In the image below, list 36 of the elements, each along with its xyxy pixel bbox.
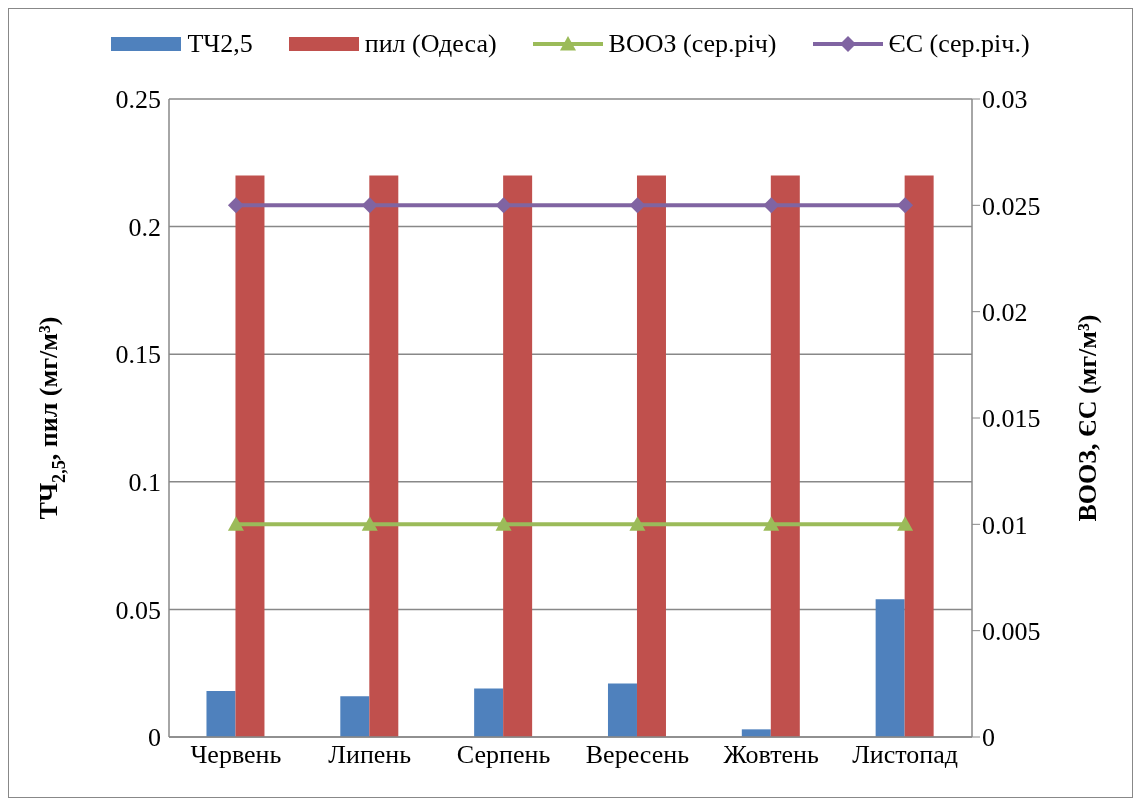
x-tick-label: Серпень [456, 740, 551, 770]
bar [875, 599, 905, 737]
bar [474, 688, 504, 737]
y2-tick-label: 0.015 [982, 404, 1041, 434]
y2-axis-title: ВООЗ, ЄС (мг/м³) [1072, 314, 1102, 522]
bar [235, 175, 265, 737]
legend-label: ТЧ2,5 [187, 29, 253, 59]
x-tick-label: Червень [190, 740, 282, 770]
bar [607, 683, 637, 737]
x-tick-label: Вересень [585, 740, 690, 770]
x-tick-label: Липень [328, 740, 412, 770]
x-tick-label: Жовтень [723, 740, 820, 770]
y2-tick-label: 0.01 [982, 510, 1028, 540]
bar [904, 175, 934, 737]
bar [770, 175, 800, 737]
bar [503, 175, 533, 737]
legend-label: ВООЗ (сер.річ) [608, 29, 777, 59]
y-tick-label: 0.15 [115, 340, 161, 370]
y2-tick-label: 0.03 [982, 85, 1028, 115]
y-tick-label: 0.1 [128, 468, 161, 498]
y-tick-label: 0.2 [128, 212, 161, 242]
y-tick-label: 0.05 [115, 595, 161, 625]
bar [340, 696, 370, 737]
y-tick-label: 0 [148, 723, 161, 753]
legend-label: ЄС (сер.річ.) [888, 29, 1030, 59]
y2-tick-label: 0.005 [982, 616, 1041, 646]
y2-tick-label: 0 [982, 723, 995, 753]
bar [369, 175, 399, 737]
y2-tick-label: 0.02 [982, 297, 1028, 327]
legend-label: пил (Одеса) [364, 29, 497, 59]
bar [636, 175, 666, 737]
y-tick-label: 0.25 [115, 85, 161, 115]
y2-tick-label: 0.025 [982, 191, 1041, 221]
x-tick-label: Листопад [852, 740, 958, 770]
bar [206, 691, 236, 737]
bar [741, 729, 771, 737]
